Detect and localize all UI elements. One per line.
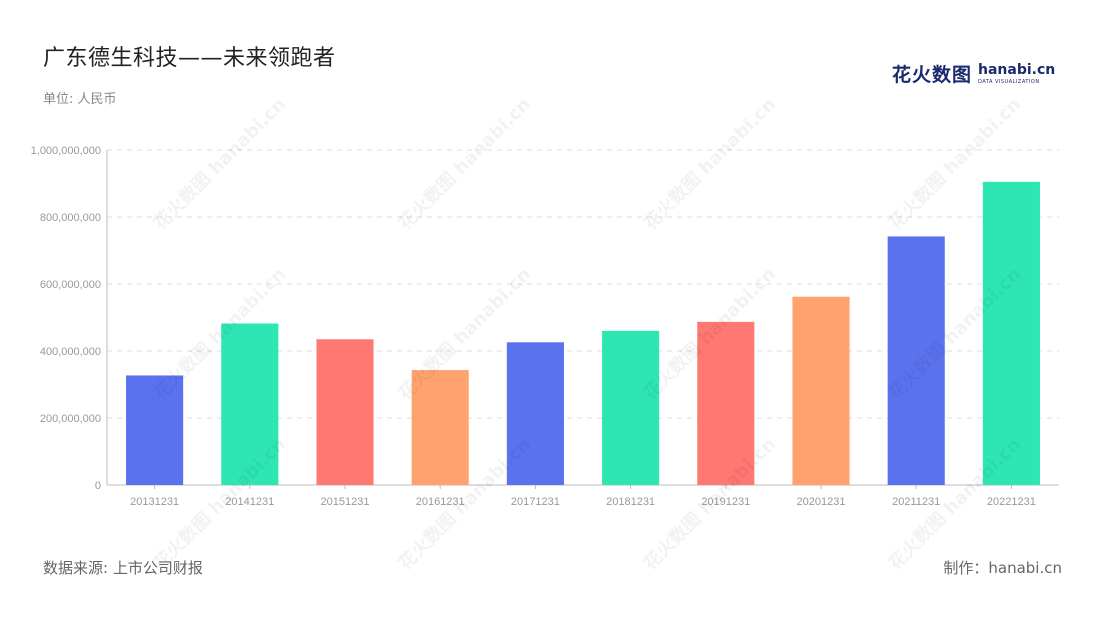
maker-credit: 制作：hanabi.cn xyxy=(943,559,1062,577)
bar xyxy=(602,330,660,485)
x-tick-label: 20131231 xyxy=(130,496,179,508)
y-tick-label: 0 xyxy=(95,480,101,492)
bar xyxy=(697,321,755,485)
data-source: 数据来源: 上市公司财报 xyxy=(43,559,203,577)
bar xyxy=(316,339,374,485)
unit-label: 单位: 人民币 xyxy=(43,92,117,107)
bar xyxy=(411,370,469,485)
x-tick-label: 20181231 xyxy=(606,496,655,508)
bar xyxy=(792,296,850,485)
x-tick-label: 20151231 xyxy=(321,496,370,508)
bar xyxy=(221,323,279,485)
bar xyxy=(126,375,184,485)
logo-cn-text: 花火数图 xyxy=(892,64,973,86)
x-tick-label: 20141231 xyxy=(225,496,274,508)
y-tick-label: 800,000,000 xyxy=(40,212,101,224)
x-tick-label: 20201231 xyxy=(797,496,846,508)
chart-title: 广东德生科技——未来领跑者 xyxy=(43,46,336,71)
bar xyxy=(982,181,1040,485)
y-tick-label: 1,000,000,000 xyxy=(31,145,101,157)
x-tick-label: 20191231 xyxy=(701,496,750,508)
logo-en: hanabi.cn DATA VISUALIZATION xyxy=(978,63,1055,85)
x-tick-label: 20161231 xyxy=(416,496,465,508)
y-tick-label: 400,000,000 xyxy=(40,346,101,358)
bar xyxy=(887,236,945,485)
brand-logo: 花火数图 hanabi.cn DATA VISUALIZATION xyxy=(892,60,1055,87)
y-tick-label: 600,000,000 xyxy=(40,279,101,291)
x-tick-label: 20171231 xyxy=(511,496,560,508)
logo-en-text: hanabi.cn xyxy=(978,61,1056,78)
x-tick-label: 20221231 xyxy=(987,496,1036,508)
logo-sub-text: DATA VISUALIZATION xyxy=(978,78,1040,85)
bar xyxy=(506,342,564,485)
x-tick-label: 20211231 xyxy=(892,496,940,508)
y-tick-label: 200,000,000 xyxy=(40,413,101,425)
